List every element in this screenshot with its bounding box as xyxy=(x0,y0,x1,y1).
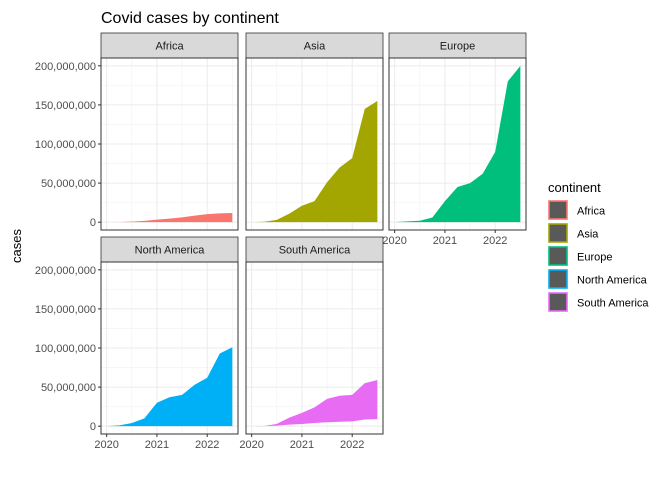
area-north-america xyxy=(106,347,233,427)
x-tick-label: 2020 xyxy=(94,439,118,451)
panel-north-america: North America 0 50,000,000 100,000,000 150,0… xyxy=(35,236,239,451)
panel-asia: Asia xyxy=(245,32,384,231)
grid xyxy=(246,58,383,230)
legend-item-north-america: North America xyxy=(548,269,648,289)
legend-key-south-america xyxy=(548,292,568,312)
y-tick-label: 200,000,000 xyxy=(35,61,96,73)
panel-border xyxy=(245,57,384,231)
strip-north-america xyxy=(100,236,239,263)
legend-item-south-america: South America xyxy=(548,292,649,312)
panel-border xyxy=(388,57,527,231)
strip-label-asia: Asia xyxy=(304,41,326,53)
grid xyxy=(101,58,238,230)
strip-africa xyxy=(100,32,239,59)
x-tick-label: 2020 xyxy=(382,235,406,247)
strip-label-south-america: South America xyxy=(279,245,351,257)
legend-key-north-america xyxy=(548,269,568,289)
legend-item-europe: Europe xyxy=(548,246,612,266)
y-tick-label: 100,000,000 xyxy=(35,343,96,355)
legend-item-africa: Africa xyxy=(548,200,606,220)
legend-label-asia: Asia xyxy=(577,229,599,241)
x-tick-label: 2020 xyxy=(239,439,263,451)
y-tick-label: 150,000,000 xyxy=(35,304,96,316)
strip-label-europe: Europe xyxy=(440,41,475,53)
x-tick-label: 2022 xyxy=(340,439,364,451)
legend: continent Africa Asia Europe North America S… xyxy=(548,180,649,312)
chart-title: Covid cases by continent xyxy=(101,10,279,27)
y-tick-label: 200,000,000 xyxy=(35,265,96,277)
y-tick-label: 100,000,000 xyxy=(35,139,96,151)
area-africa xyxy=(106,212,233,223)
grid xyxy=(246,262,383,434)
x-tick-label: 2021 xyxy=(145,439,169,451)
y-tick-label: 50,000,000 xyxy=(41,382,96,394)
strip-south-america xyxy=(245,236,384,263)
area-europe xyxy=(394,65,521,223)
legend-item-asia: Asia xyxy=(548,223,599,243)
legend-key-asia xyxy=(548,223,568,243)
legend-label-north-america: North America xyxy=(577,275,648,287)
area-south-america xyxy=(251,380,378,427)
y-tick-label: 0 xyxy=(90,217,96,229)
panel-border xyxy=(245,261,384,435)
legend-label-south-america: South America xyxy=(577,298,649,310)
x-tick-label: 2022 xyxy=(483,235,507,247)
x-tick-label: 2021 xyxy=(433,235,457,247)
strip-label-north-america: North America xyxy=(135,245,206,257)
y-tick-label: 150,000,000 xyxy=(35,100,96,112)
legend-key-europe xyxy=(548,246,568,266)
area-asia xyxy=(251,101,378,223)
strip-label-africa: Africa xyxy=(155,41,184,53)
y-axis-title: cases xyxy=(9,229,24,263)
x-tick-label: 2021 xyxy=(290,439,314,451)
legend-label-africa: Africa xyxy=(577,206,606,218)
y-tick-label: 50,000,000 xyxy=(41,178,96,190)
x-tick-label: 2022 xyxy=(195,439,219,451)
legend-key-africa xyxy=(548,200,568,220)
legend-title: continent xyxy=(548,180,601,195)
panel-europe: Europe 2020 2021 2022 xyxy=(382,32,527,247)
panel-africa: Africa 0 50,000,000 100,000,000 150,000,000 2… xyxy=(35,32,239,231)
facet-panels: Africa 0 50,000,000 100,000,000 150,000,000 2… xyxy=(35,32,527,451)
y-tick-label: 0 xyxy=(90,421,96,433)
legend-label-europe: Europe xyxy=(577,252,612,264)
panel-south-america: South America 2020 2021 2022 xyxy=(239,236,384,451)
